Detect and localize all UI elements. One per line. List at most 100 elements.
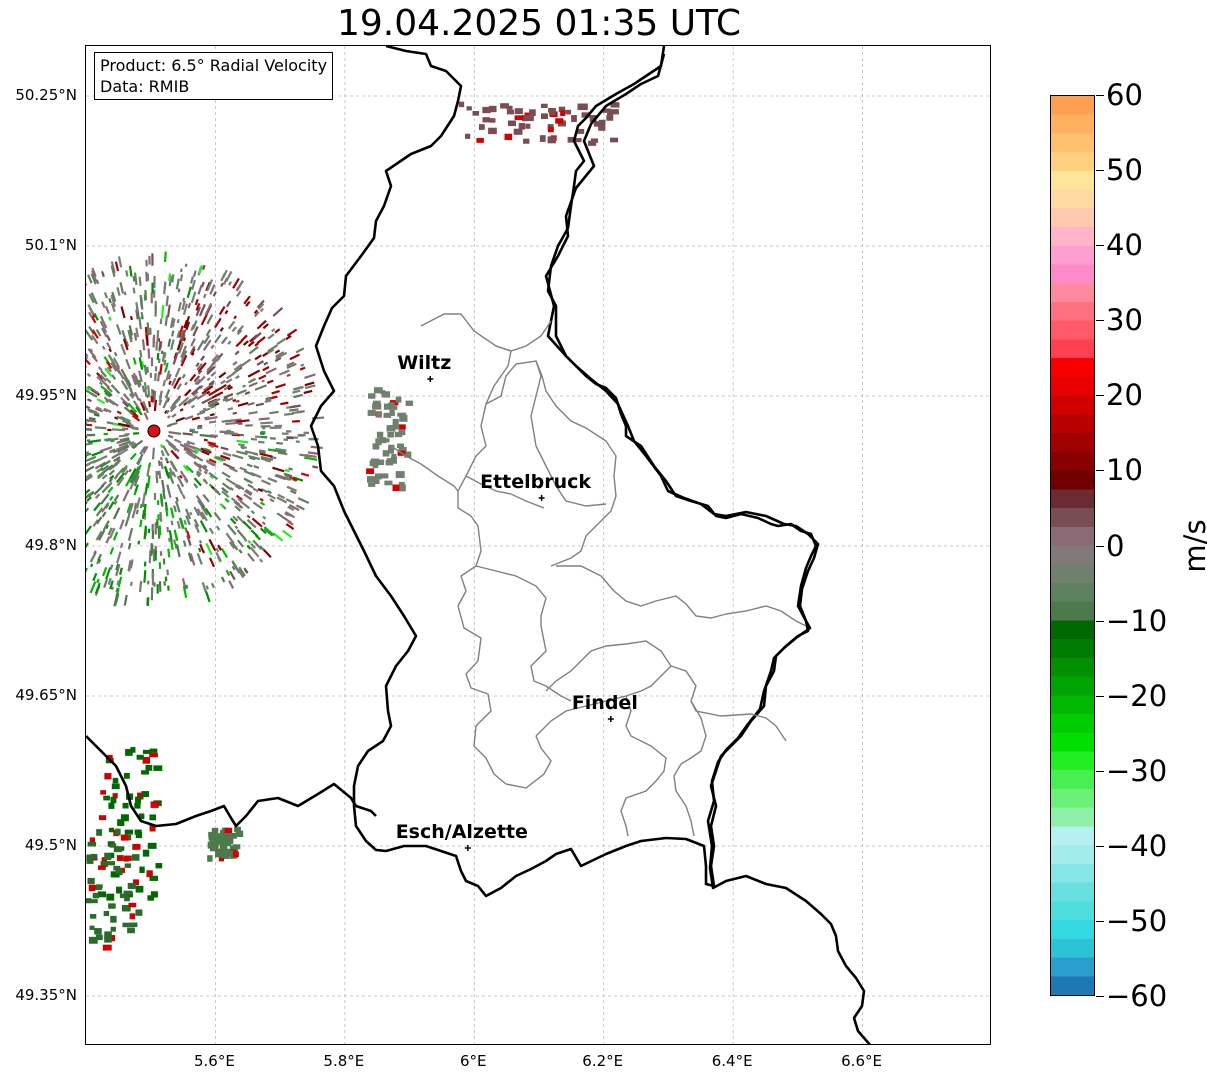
radar-echo <box>136 754 144 760</box>
radar-echo <box>113 358 121 368</box>
radar-echo <box>235 830 244 837</box>
city-marker[interactable] <box>427 376 434 382</box>
radar-echo <box>607 112 614 118</box>
radar-echo <box>236 285 241 291</box>
radar-echo <box>175 544 181 558</box>
radar-echo <box>179 474 183 479</box>
radar-echo <box>255 402 265 407</box>
radar-echo <box>177 301 182 312</box>
radar-echo <box>101 857 107 863</box>
radar-echo <box>178 342 184 354</box>
radar-echo <box>160 305 165 319</box>
radar-echo <box>164 409 168 414</box>
radar-echo <box>90 914 97 919</box>
radar-echo <box>392 418 399 425</box>
radar-echo <box>236 290 242 297</box>
radar-echo <box>184 388 192 397</box>
radar-echo <box>173 539 177 545</box>
radar-echo <box>296 410 305 414</box>
radar-echo <box>300 472 310 477</box>
map-frame[interactable]: Wiltz Ettelbruck Findel Esch/Alzette <box>85 45 991 1045</box>
radar-echo <box>250 437 258 441</box>
radar-echo <box>263 361 269 366</box>
radar-echo <box>286 362 297 369</box>
radar-echo <box>259 497 264 502</box>
radar-echo <box>289 404 301 409</box>
radar-echo <box>228 466 238 473</box>
radar-echo <box>138 370 143 383</box>
lat-tick-label: 49.5°N <box>24 836 77 854</box>
radar-echo <box>91 355 99 363</box>
radar-echo <box>232 453 244 460</box>
radar-echo <box>151 447 155 460</box>
radar-site-dot[interactable] <box>147 424 161 438</box>
radar-echo <box>168 467 174 476</box>
city-marker[interactable] <box>538 495 545 501</box>
radar-echo <box>97 553 103 562</box>
radar-echo <box>176 475 185 488</box>
radar-echo <box>89 925 95 930</box>
radar-echo <box>127 329 133 343</box>
radar-echo <box>248 410 258 415</box>
radar-echo <box>191 352 195 356</box>
radar-echo <box>232 481 242 490</box>
radar-echo <box>465 133 471 139</box>
radar-echo <box>292 476 304 482</box>
radar-echo <box>217 544 222 551</box>
radar-echo <box>193 448 200 453</box>
radar-echo <box>166 526 170 533</box>
radar-echo <box>248 381 258 388</box>
colorbar-tick <box>1096 95 1104 96</box>
radar-echo <box>117 576 123 588</box>
city-marker[interactable] <box>607 716 614 722</box>
radar-echo <box>240 445 247 449</box>
radar-echo <box>120 306 126 319</box>
radar-echo <box>208 380 215 386</box>
radar-echo <box>176 383 182 391</box>
radar-echo <box>299 366 306 371</box>
radar-echo <box>145 407 149 414</box>
radar-echo <box>96 375 103 382</box>
radar-echo <box>266 379 274 384</box>
product-info-box: Product: 6.5° Radial Velocity Data: RMIB <box>94 52 334 100</box>
radar-echo <box>99 320 108 334</box>
radar-echo <box>122 338 129 351</box>
lat-tick-label: 49.35°N <box>15 986 77 1004</box>
radar-echo <box>167 434 174 439</box>
radar-echo <box>179 518 185 530</box>
radar-echo <box>225 569 231 577</box>
radar-echo <box>139 503 143 509</box>
radar-echo <box>119 542 124 549</box>
radar-echo <box>167 442 178 452</box>
radar-echo <box>117 445 130 453</box>
radar-echo <box>248 455 261 461</box>
radar-echo <box>103 464 114 474</box>
radar-echo <box>100 493 110 505</box>
radar-echo <box>176 318 180 324</box>
radar-echo <box>386 458 394 464</box>
radar-echo <box>107 486 114 494</box>
city-marker[interactable] <box>464 845 471 851</box>
radar-echo <box>104 391 111 398</box>
radar-echo <box>180 345 187 359</box>
radar-echo <box>150 396 153 403</box>
radar-echo <box>245 300 251 307</box>
radar-echo <box>206 377 211 382</box>
radar-echo <box>213 511 222 521</box>
radar-echo <box>202 478 207 483</box>
map-canvas[interactable]: Wiltz Ettelbruck Findel Esch/Alzette <box>86 46 991 1045</box>
radar-echo <box>238 566 246 577</box>
radar-echo <box>222 397 229 402</box>
radar-echo <box>107 354 115 364</box>
radar-echo <box>130 747 136 753</box>
colorbar-tick-label: −60 <box>1106 979 1168 1013</box>
radar-echo <box>142 849 150 857</box>
radar-echo <box>590 138 599 143</box>
radar-echo <box>506 105 513 110</box>
radar-echo <box>197 547 202 553</box>
radar-echo <box>277 451 288 456</box>
radar-echo <box>139 866 145 873</box>
radar-echo <box>286 373 291 378</box>
radar-echo <box>86 436 88 439</box>
radar-echo <box>103 292 108 299</box>
